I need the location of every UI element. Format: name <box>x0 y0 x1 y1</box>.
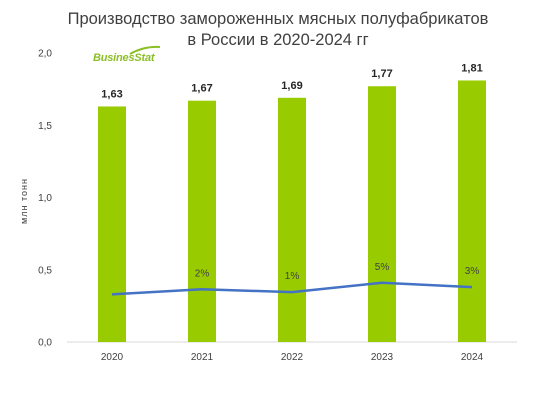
chart-title: Производство замороженных мясных полуфаб… <box>0 9 556 51</box>
chart-title-line2: в России в 2020-2024 гг <box>187 31 369 49</box>
growth-label: 1% <box>285 271 300 282</box>
chart-title-line1: Производство замороженных мясных полуфаб… <box>67 10 489 28</box>
y-tick-label: 1,0 <box>38 193 52 204</box>
bar-2020 <box>98 106 126 342</box>
y-tick-label: 2,0 <box>38 49 52 60</box>
growth-line <box>111 281 473 296</box>
bar-value-label: 1,81 <box>461 62 482 74</box>
bar-value-label: 1,69 <box>281 80 302 92</box>
bar-2022 <box>278 97 306 342</box>
bar-2024 <box>458 80 486 342</box>
bar-value-label: 1,67 <box>191 83 212 95</box>
businesstat-logo: BusinesStat <box>93 52 155 64</box>
logo-swoosh-icon <box>129 45 161 55</box>
growth-label: 5% <box>375 262 390 273</box>
x-tick-label: 2022 <box>281 352 304 363</box>
x-tick-label: 2023 <box>371 352 394 363</box>
x-tick-label: 2020 <box>101 352 124 363</box>
x-tick-label: 2021 <box>191 352 214 363</box>
y-tick-label: 0,5 <box>38 265 52 276</box>
y-tick-label: 0,0 <box>38 338 52 349</box>
bar-value-label: 1,63 <box>101 88 122 100</box>
x-tick-label: 2024 <box>461 352 484 363</box>
growth-label: 2% <box>195 268 210 279</box>
bar-2023 <box>368 86 396 342</box>
bar-value-label: 1,77 <box>371 68 392 80</box>
growth-label: 3% <box>465 266 480 277</box>
y-tick-label: 1,5 <box>38 121 52 132</box>
bar-2021 <box>188 100 216 342</box>
